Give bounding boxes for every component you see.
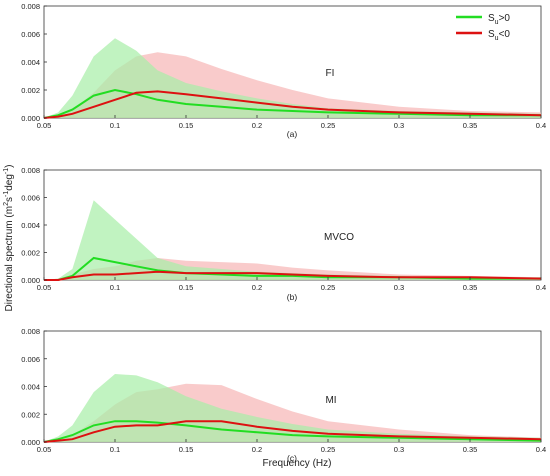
x-tick-label: 0.3 (394, 445, 404, 454)
series-line-positive (43, 88, 541, 119)
x-tick-label: 0.2 (252, 283, 262, 292)
y-tick-label: 0.004 (21, 221, 40, 230)
x-tick-label: 0.25 (321, 121, 336, 130)
x-tick-label: 0.15 (179, 445, 194, 454)
x-tick-label: 0.05 (37, 283, 52, 292)
panel-2: 0.05 0.1 0.15 0.2 0.25 0.3 0.35 0.4 0.000 0.002 0.… (21, 166, 546, 302)
x-tick-label: 0.25 (321, 283, 336, 292)
y-tick-label: 0.008 (21, 166, 40, 175)
x-tick-label: 0.3 (394, 283, 404, 292)
x-tick-label: 0.1 (110, 121, 120, 130)
panel-1: 0.05 0.1 0.15 0.2 0.25 0.3 0.35 0.4 0.000 0.002 0.… (21, 2, 546, 139)
y-tick-label: 0.008 (21, 2, 40, 11)
y-tick-label: 0.004 (21, 383, 40, 392)
x-tick-label: 0.15 (179, 121, 194, 130)
panel-title: FI (326, 68, 335, 79)
x-tick-label: 0.25 (321, 445, 336, 454)
x-tick-label: 0.05 (37, 445, 52, 454)
x-tick-label: 0.35 (463, 283, 478, 292)
series-line-negative (43, 420, 542, 443)
band-positive (44, 38, 541, 119)
series-line-positive (43, 420, 542, 443)
y-tick-label: 0.006 (21, 194, 40, 203)
y-tick-label: 0.002 (21, 86, 40, 95)
x-tick-label: 0.4 (536, 445, 546, 454)
legend-label-positive: Su>0 (488, 13, 510, 26)
panel-caption: (a) (287, 129, 298, 139)
panel-title: MI (325, 395, 336, 406)
y-tick-label: 0.000 (21, 114, 40, 123)
legend-label-negative: Su<0 (488, 29, 510, 42)
x-tick-label: 0.4 (536, 283, 546, 292)
panel-3: 0.05 0.1 0.15 0.2 0.25 0.3 0.35 0.4 0.000 0.002 0.… (21, 327, 546, 463)
series-line-negative (43, 90, 542, 119)
panel-title: MVCO (324, 232, 354, 243)
series-line-negative (44, 270, 542, 281)
y-tick-label: 0.002 (21, 410, 40, 419)
panel-caption: (c) (287, 453, 297, 463)
x-tick-label: 0.2 (252, 121, 262, 130)
band-positive (44, 200, 541, 280)
x-tick-label: 0.4 (536, 121, 546, 130)
y-tick-label: 0.000 (21, 276, 40, 285)
y-tick-label: 0.006 (21, 30, 40, 39)
y-tick-label: 0.000 (21, 438, 40, 447)
y-axis-label: Directional spectrum (m2s-1deg-1) (3, 165, 15, 312)
y-tick-label: 0.008 (21, 327, 40, 336)
x-tick-label: 0.3 (394, 121, 404, 130)
y-tick-label: 0.006 (21, 355, 40, 364)
x-tick-label: 0.2 (252, 445, 262, 454)
x-tick-label: 0.05 (37, 121, 52, 130)
x-tick-label: 0.1 (110, 283, 120, 292)
x-tick-label: 0.15 (179, 283, 194, 292)
x-axis-label: Frequency (Hz) (263, 458, 332, 469)
x-tick-label: 0.1 (110, 445, 120, 454)
panel-caption: (b) (287, 292, 298, 302)
legend: Su>0 Su<0 (456, 13, 510, 42)
x-tick-label: 0.35 (463, 121, 478, 130)
y-tick-label: 0.002 (21, 249, 40, 258)
band-positive (44, 374, 541, 442)
x-tick-label: 0.35 (463, 445, 478, 454)
y-tick-label: 0.004 (21, 58, 40, 67)
panels: 0.05 0.1 0.15 0.2 0.25 0.3 0.35 0.4 0.000 0.002 0.… (21, 2, 546, 463)
